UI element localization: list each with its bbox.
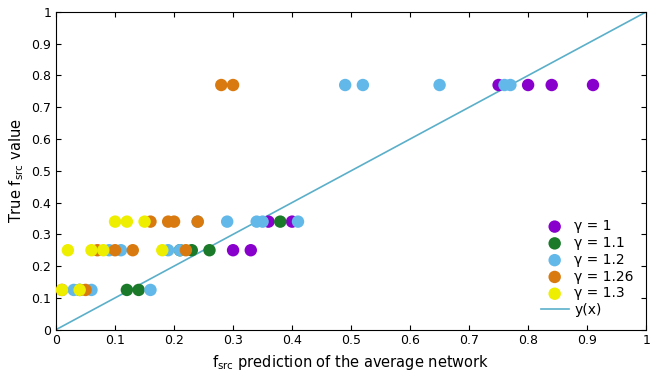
γ = 1.1 xyxy=(204,247,215,253)
γ = 1.2 xyxy=(434,82,445,88)
γ = 1.1 xyxy=(187,247,197,253)
γ = 1.3 xyxy=(86,247,97,253)
γ = 1.26 xyxy=(92,247,102,253)
γ = 1.26 xyxy=(80,287,91,293)
γ = 1.2 xyxy=(175,247,185,253)
γ = 1.2 xyxy=(104,247,114,253)
γ = 1 xyxy=(263,219,274,225)
γ = 1.2 xyxy=(258,219,268,225)
γ = 1.3 xyxy=(62,247,73,253)
γ = 1.2 xyxy=(340,82,350,88)
γ = 1.3 xyxy=(57,287,67,293)
γ = 1.2 xyxy=(222,219,233,225)
γ = 1.1 xyxy=(175,247,185,253)
γ = 1 xyxy=(246,247,256,253)
γ = 1.26 xyxy=(57,287,67,293)
γ = 1.26 xyxy=(228,82,238,88)
X-axis label: $\mathregular{f_{src}}$ prediction of the average network: $\mathregular{f_{src}}$ prediction of th… xyxy=(212,353,489,372)
Y-axis label: True $\mathregular{f_{src}}$ value: True $\mathregular{f_{src}}$ value xyxy=(7,119,26,223)
γ = 1.26 xyxy=(163,219,173,225)
γ = 1 xyxy=(523,82,533,88)
γ = 1.2 xyxy=(252,219,262,225)
γ = 1.3 xyxy=(110,219,120,225)
γ = 1.2 xyxy=(505,82,516,88)
γ = 1.2 xyxy=(86,287,97,293)
γ = 1.1 xyxy=(122,287,132,293)
γ = 1.2 xyxy=(357,82,368,88)
γ = 1.2 xyxy=(293,219,304,225)
γ = 1.26 xyxy=(193,219,203,225)
γ = 1 xyxy=(228,247,238,253)
γ = 1.3 xyxy=(122,219,132,225)
γ = 1 xyxy=(287,219,298,225)
γ = 1.3 xyxy=(157,247,168,253)
γ = 1.26 xyxy=(181,247,191,253)
γ = 1.2 xyxy=(116,247,126,253)
γ = 1.2 xyxy=(68,287,79,293)
γ = 1.2 xyxy=(499,82,510,88)
γ = 1.2 xyxy=(163,247,173,253)
γ = 1.1 xyxy=(133,287,144,293)
Legend: γ = 1, γ = 1.1, γ = 1.2, γ = 1.26, γ = 1.3, y(x): γ = 1, γ = 1.1, γ = 1.2, γ = 1.26, γ = 1… xyxy=(535,214,639,323)
γ = 1 xyxy=(588,82,599,88)
γ = 1 xyxy=(493,82,504,88)
γ = 1.26 xyxy=(216,82,227,88)
γ = 1.26 xyxy=(169,219,179,225)
γ = 1.1 xyxy=(275,219,286,225)
γ = 1.3 xyxy=(74,287,85,293)
γ = 1.2 xyxy=(193,219,203,225)
γ = 1.1 xyxy=(74,287,85,293)
γ = 1.3 xyxy=(98,247,108,253)
γ = 1 xyxy=(547,82,557,88)
γ = 1.26 xyxy=(110,247,120,253)
γ = 1.2 xyxy=(145,287,156,293)
γ = 1.3 xyxy=(139,219,150,225)
γ = 1.26 xyxy=(127,247,138,253)
γ = 1.26 xyxy=(145,219,156,225)
